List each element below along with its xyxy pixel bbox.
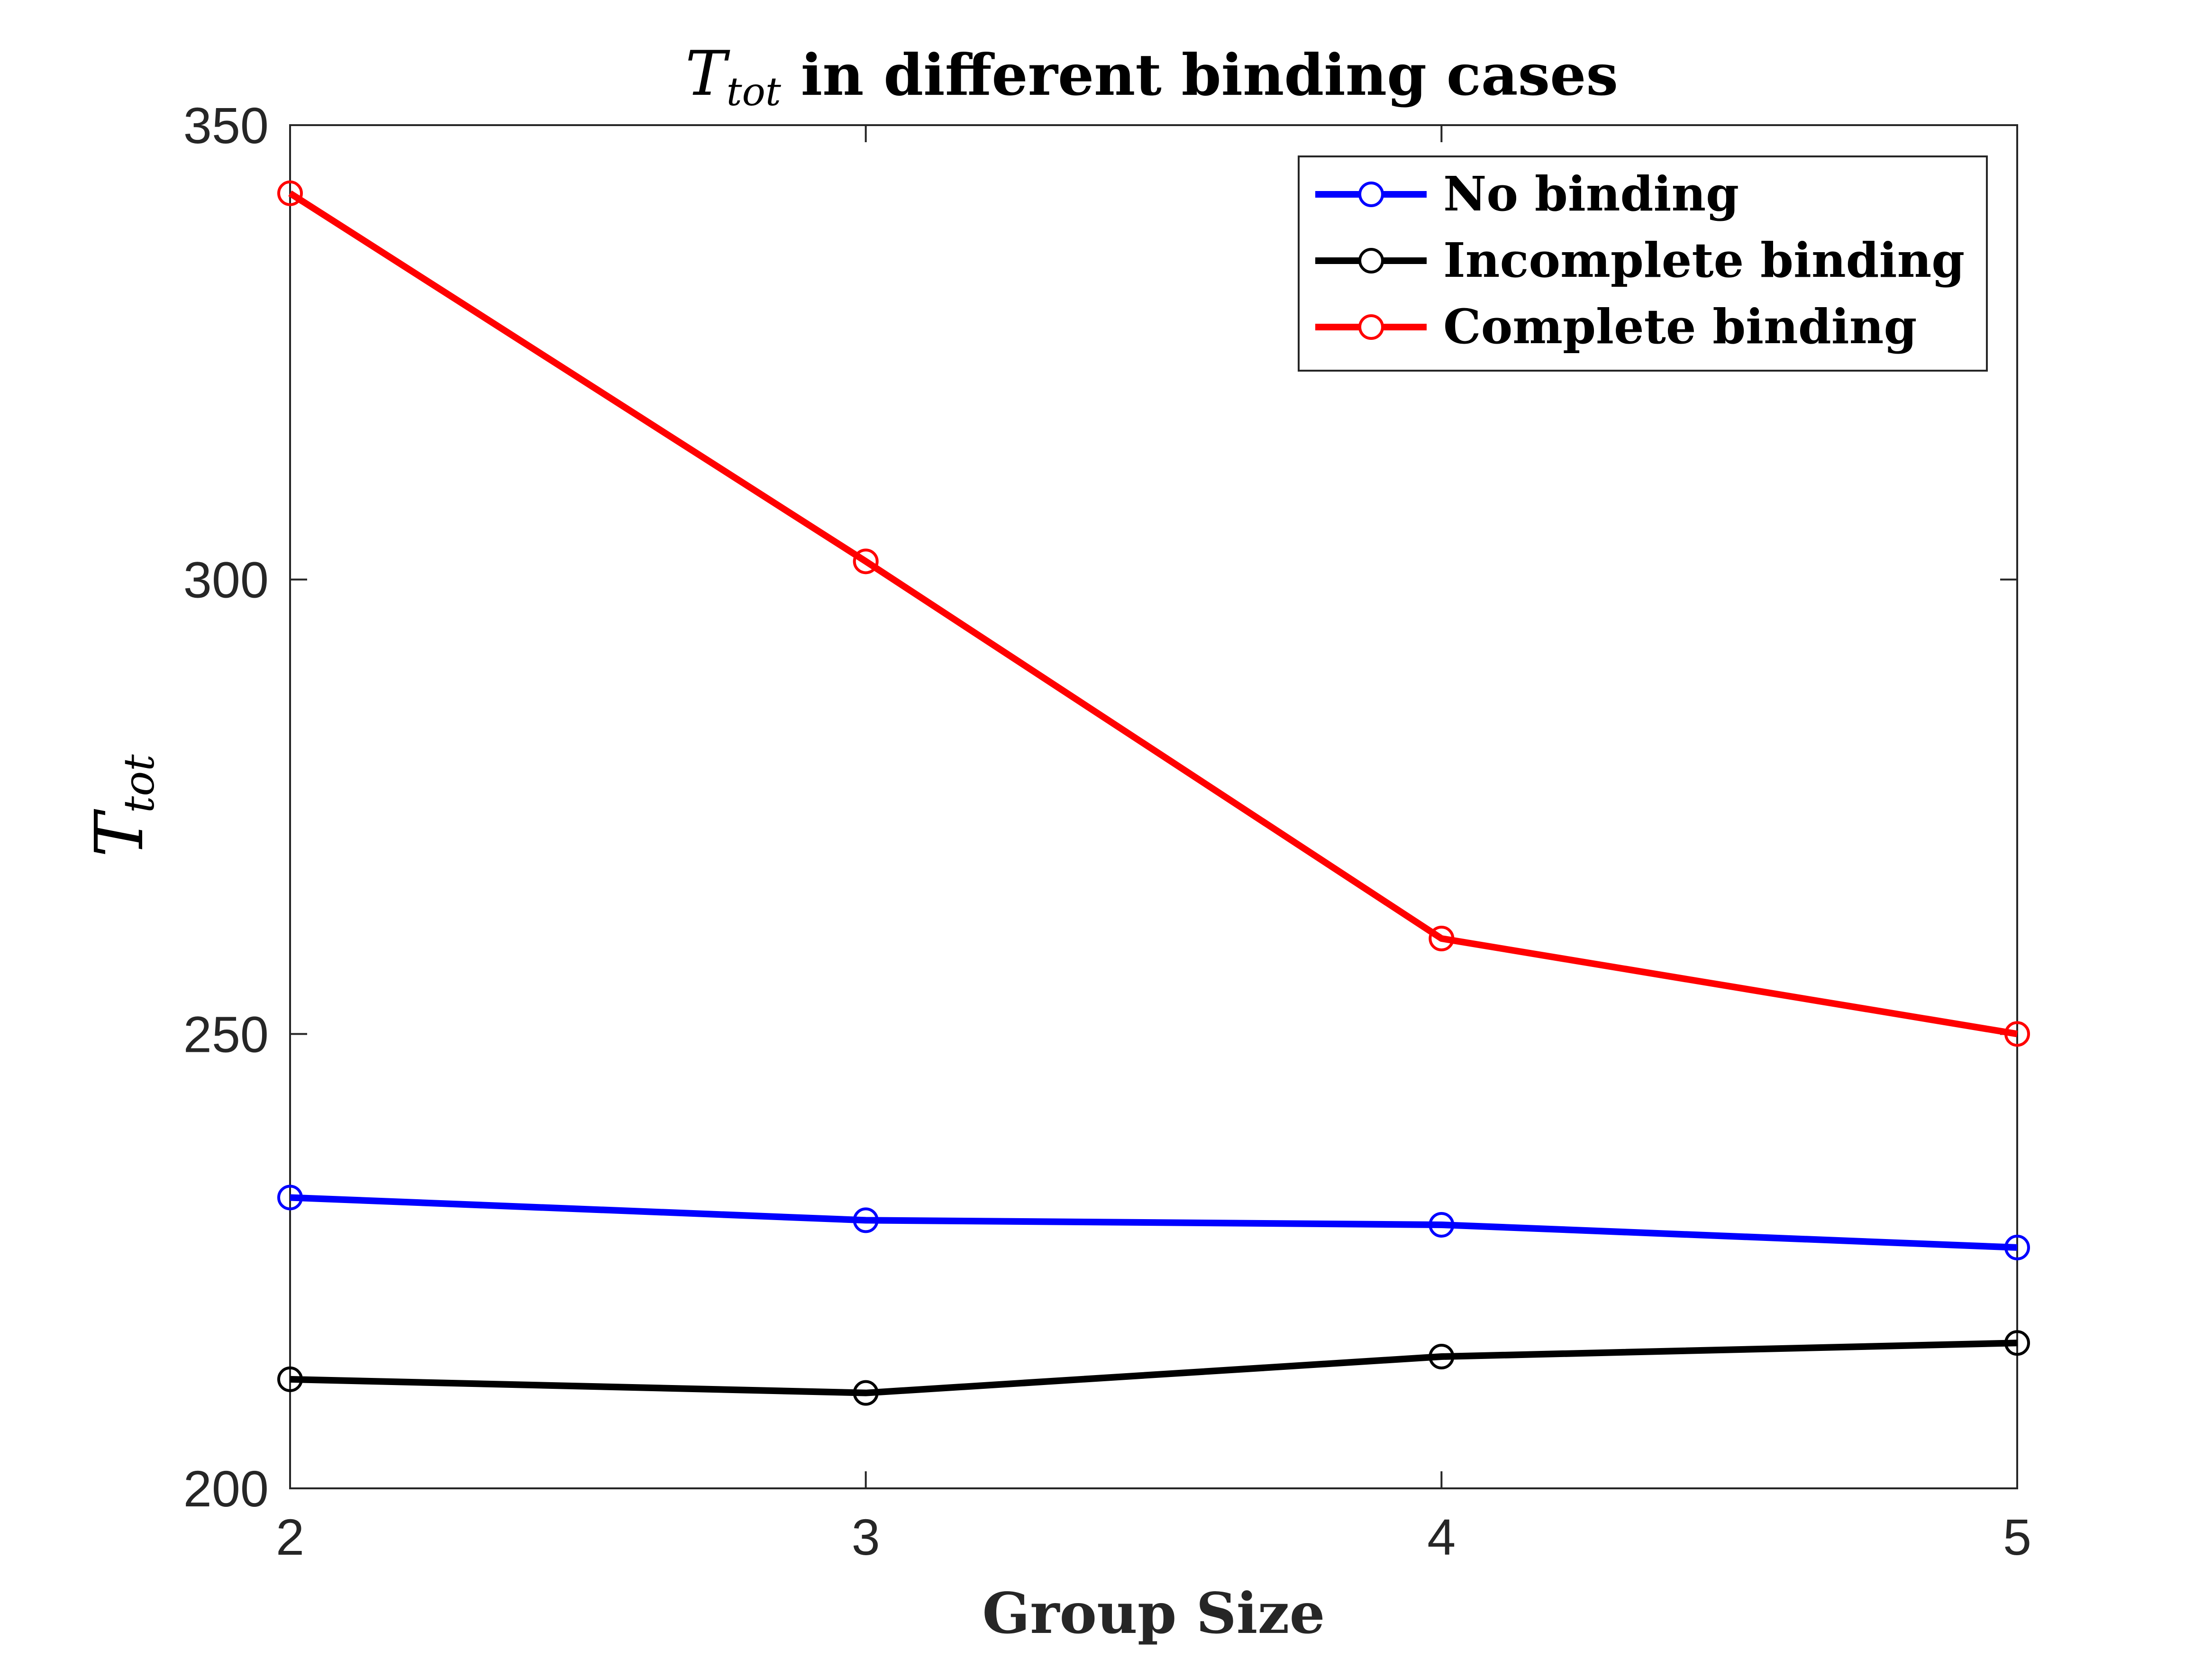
data-point <box>1429 1212 1455 1238</box>
legend-label: Complete binding <box>1443 299 1917 355</box>
y-tick-label: 250 <box>183 1005 269 1063</box>
series-markers <box>277 180 2030 1406</box>
x-tick-label: 5 <box>2003 1508 2031 1566</box>
series-line-2 <box>288 190 2018 1038</box>
ylabel-subscript: tot <box>115 754 164 813</box>
data-point <box>853 548 879 574</box>
data-point <box>2004 1021 2030 1047</box>
data-point <box>2004 1234 2030 1260</box>
legend-label: Incomplete binding <box>1443 232 1965 288</box>
legend-item: Complete binding <box>1315 299 1917 355</box>
y-tick-label: 300 <box>183 551 269 609</box>
data-point <box>277 1185 303 1211</box>
title-subscript: tot <box>727 70 782 115</box>
series-line-0 <box>290 1194 2018 1251</box>
title-text: in different binding cases <box>781 42 1618 109</box>
tick-labels: 2 3 4 5 200 250 300 350 <box>183 97 2031 1566</box>
legend-label: No binding <box>1443 166 1739 222</box>
y-axis-label: Ttot <box>81 754 164 857</box>
x-tick-label: 2 <box>276 1508 304 1566</box>
legend: No binding Incomplete binding Complete bin… <box>1298 155 1988 372</box>
data-point <box>1429 926 1455 952</box>
title-symbol: T <box>685 37 730 109</box>
data-point <box>1429 1343 1455 1369</box>
data-point <box>853 1207 879 1233</box>
data-point <box>853 1380 879 1406</box>
data-point <box>277 180 303 206</box>
y-tick-label: 350 <box>183 97 269 154</box>
legend-marker <box>1358 182 1384 207</box>
chart-title: Ttot in different binding cases <box>685 37 1618 115</box>
axis-ticks <box>289 124 2018 1489</box>
legend-marker <box>1358 248 1384 273</box>
data-point <box>2004 1330 2030 1356</box>
y-tick-label: 200 <box>183 1460 269 1517</box>
ylabel-symbol: T <box>81 809 158 857</box>
series-lines <box>288 190 2018 1396</box>
legend-item: No binding <box>1315 166 1739 222</box>
x-tick-label: 3 <box>852 1508 880 1566</box>
x-tick-label: 4 <box>1427 1508 1456 1566</box>
svg-text:Ttot: Ttot <box>81 754 164 857</box>
x-axis-label: Group Size <box>982 1580 1325 1646</box>
series-line-1 <box>290 1340 2018 1396</box>
legend-marker <box>1358 314 1384 340</box>
data-point <box>277 1366 303 1392</box>
legend-item: Incomplete binding <box>1315 232 1965 288</box>
